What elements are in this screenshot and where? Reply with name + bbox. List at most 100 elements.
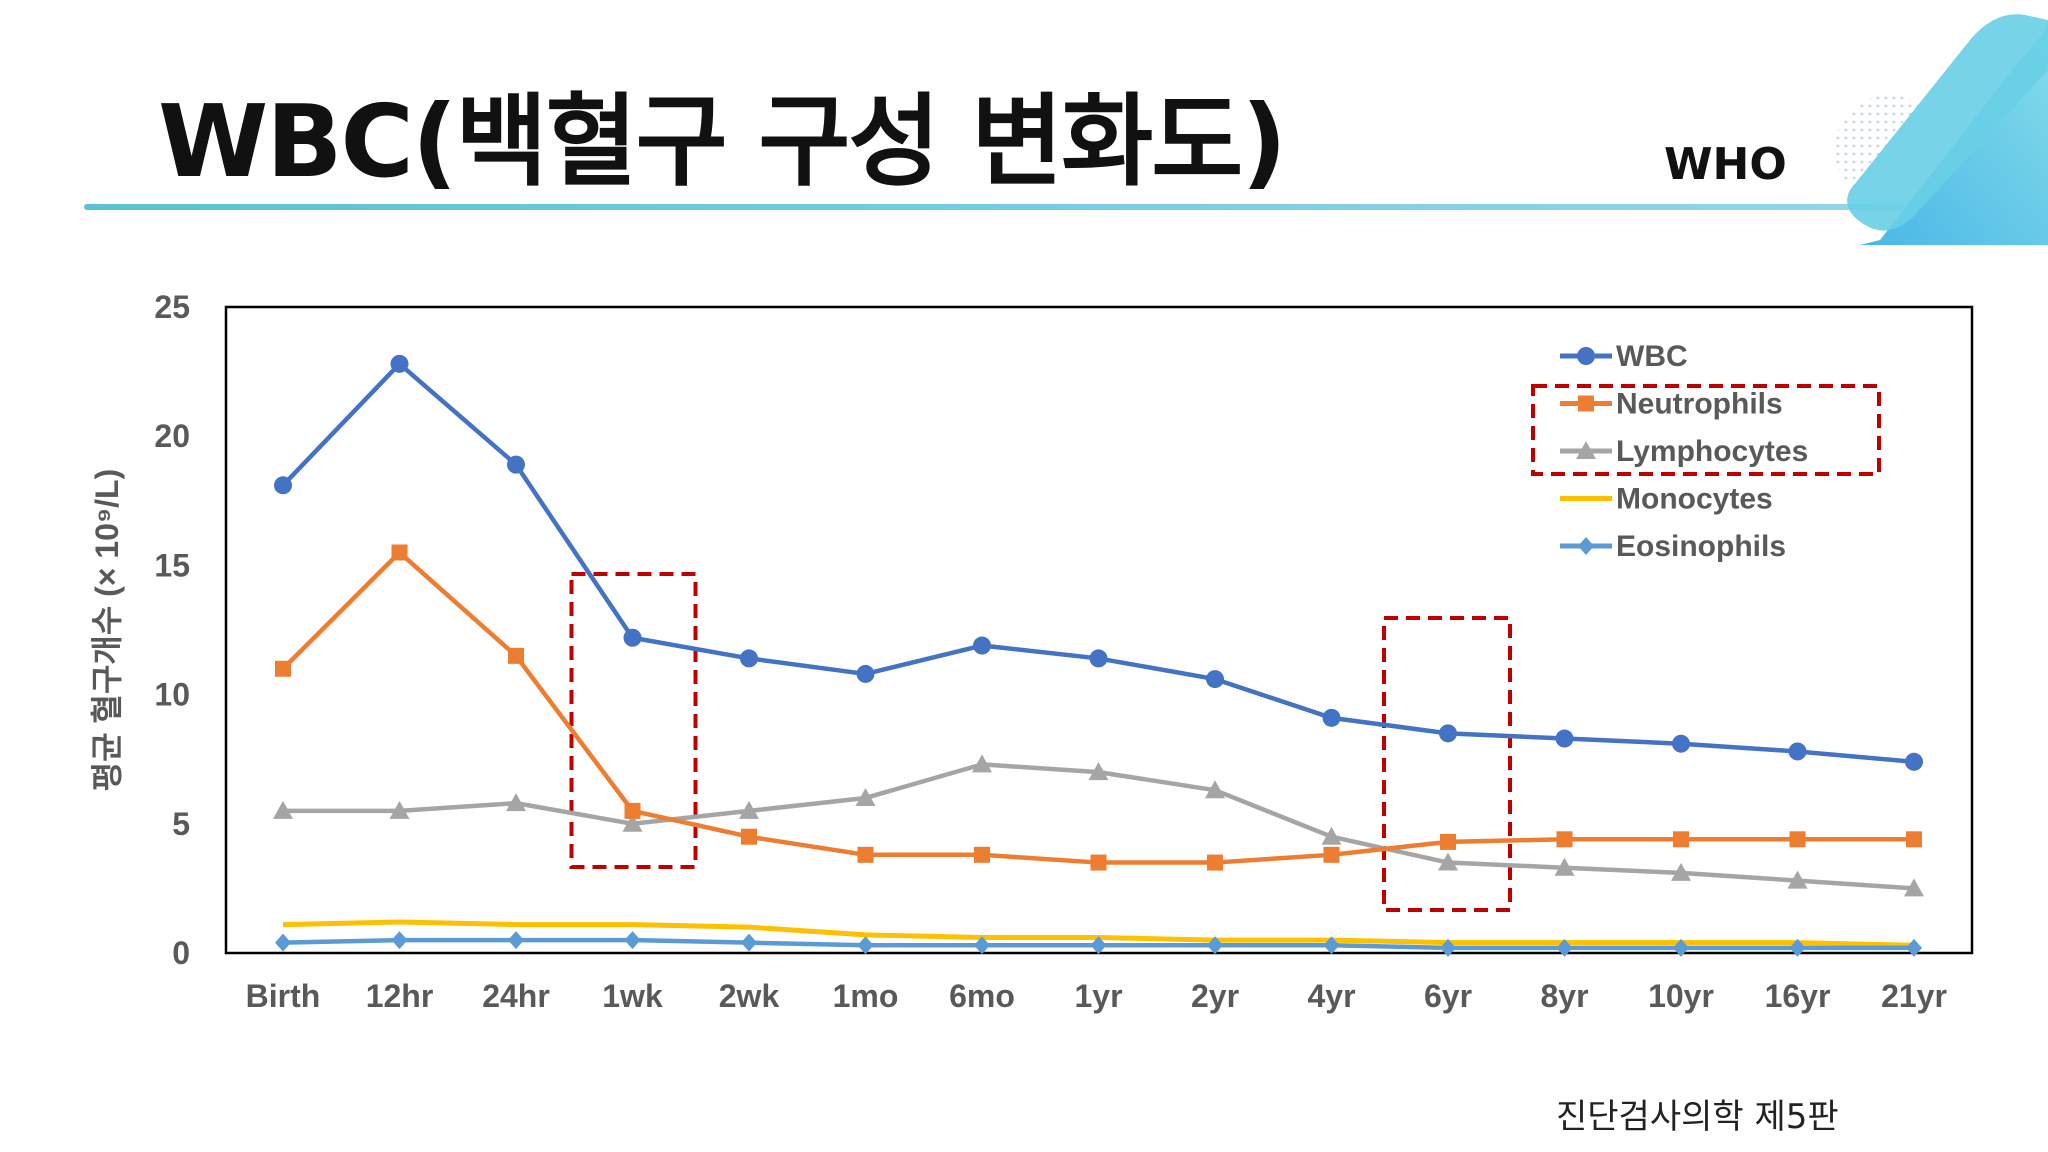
y-tick-label: 5 [172, 806, 190, 842]
x-tick-label: 4yr [1307, 978, 1355, 1014]
x-tick-label: 1mo [833, 978, 899, 1014]
annotation-boxes [569, 572, 1512, 912]
slide-title: WBC(백혈구 구성 변화도) [158, 83, 1287, 200]
data-point-wbc [1555, 729, 1574, 748]
data-point-eosinophils [1673, 938, 1689, 957]
legend-label: Lymphocytes [1616, 435, 1808, 468]
legend-item-lymphocytes: Lymphocytes [1560, 435, 1808, 468]
data-point-eosinophils [508, 931, 524, 950]
x-tick-label: 6yr [1424, 978, 1472, 1014]
data-point-neutrophils [1556, 831, 1573, 848]
data-point-eosinophils [857, 936, 874, 955]
data-point-wbc [973, 636, 991, 655]
legend-marker [1576, 441, 1596, 459]
x-tick-label: 6mo [949, 978, 1015, 1014]
data-point-neutrophils [857, 846, 874, 863]
legend-marker [1577, 347, 1595, 365]
annotation-box-legend [1531, 384, 1881, 476]
data-point-lymphocytes [1088, 762, 1109, 781]
y-axis-label: 평균 혈구개수 (× 10⁹/L) [89, 469, 125, 792]
x-tick-label: 8yr [1540, 978, 1588, 1014]
x-tick-label: 2yr [1191, 978, 1239, 1014]
data-point-neutrophils [1789, 831, 1806, 848]
data-point-wbc [1322, 708, 1341, 727]
series-line-neutrophils [281, 550, 1914, 865]
y-tick-label: 20 [154, 418, 190, 454]
data-point-wbc [623, 628, 642, 647]
x-tick-label: 12hr [366, 978, 434, 1014]
data-point-lymphocytes [622, 813, 643, 832]
x-tick-label: 16yr [1765, 978, 1831, 1014]
legend-item-neutrophils: Neutrophils [1560, 388, 1783, 421]
series-lines [273, 354, 1924, 957]
corner-decoration [1835, 14, 2048, 245]
data-point-wbc [856, 664, 875, 683]
series-neutrophils [275, 544, 1922, 871]
x-tick-label: 1wk [602, 978, 663, 1014]
data-point-wbc [507, 455, 525, 474]
y-tick-label: 10 [154, 677, 190, 713]
data-point-eosinophils [1090, 936, 1107, 955]
data-point-neutrophils [1207, 854, 1223, 871]
data-point-eosinophils [1207, 936, 1223, 955]
y-tick-label: 25 [154, 289, 190, 325]
legend-label: Monocytes [1616, 483, 1773, 516]
data-point-neutrophils [508, 647, 524, 664]
legend-label: Eosinophils [1616, 530, 1786, 563]
series-wbc [274, 354, 1923, 771]
legend-item-wbc: WBC [1560, 340, 1688, 373]
x-axis-ticks: Birth 12hr 24hr 1wk 2wk 1mo 6mo 1yr 2yr 4yr 6yr 8yr… [246, 978, 1947, 1014]
annotation-box-6yr [1382, 616, 1512, 912]
series-lymphocytes [273, 754, 1924, 897]
legend-label: WBC [1616, 340, 1688, 373]
data-point-wbc [1905, 752, 1923, 771]
x-tick-label: 21yr [1881, 978, 1947, 1014]
data-point-neutrophils [275, 660, 291, 677]
chart-legend: WBC Neutrophils Lymphocytes Monocytes Eosino… [1531, 340, 1881, 563]
x-tick-label: 1yr [1074, 978, 1122, 1014]
data-point-lymphocytes [855, 787, 876, 806]
data-point-eosinophils [624, 931, 641, 950]
x-tick-label: 24hr [482, 978, 550, 1014]
data-point-lymphocytes [1438, 852, 1458, 871]
title-underline [84, 204, 1904, 210]
data-point-lymphocytes [1671, 862, 1691, 881]
data-point-wbc [1788, 742, 1807, 761]
data-point-eosinophils [391, 931, 408, 950]
data-point-neutrophils [741, 828, 757, 845]
data-point-lymphocytes [1321, 826, 1342, 845]
x-tick-label: Birth [246, 978, 321, 1014]
data-point-lymphocytes [273, 800, 293, 819]
data-point-neutrophils [1906, 831, 1922, 848]
data-point-neutrophils [974, 846, 990, 863]
data-point-neutrophils [391, 544, 408, 561]
data-point-wbc [740, 649, 758, 668]
data-point-lymphocytes [1205, 780, 1225, 799]
data-point-eosinophils [275, 933, 291, 952]
data-point-eosinophils [1440, 938, 1456, 957]
data-point-neutrophils [624, 802, 641, 819]
data-point-wbc [1672, 734, 1690, 753]
data-point-neutrophils [1090, 854, 1107, 871]
data-point-eosinophils [974, 936, 990, 955]
x-tick-label: 2wk [719, 978, 780, 1014]
source-citation: 진단검사의학 제5판 [1556, 1097, 1839, 1137]
data-point-wbc [390, 354, 409, 373]
data-point-neutrophils [1323, 846, 1340, 863]
data-point-neutrophils [1440, 833, 1456, 850]
data-point-lymphocytes [739, 800, 759, 819]
legend-marker [1578, 537, 1594, 555]
data-point-lymphocytes [1904, 878, 1924, 897]
data-point-wbc [1206, 670, 1224, 689]
annotation-box-1wk [569, 572, 698, 869]
who-label: WHO [1664, 139, 1787, 190]
data-point-lymphocytes [1787, 870, 1808, 889]
series-eosinophils [275, 931, 1922, 957]
data-point-wbc [1089, 649, 1108, 668]
y-tick-label: 0 [172, 935, 190, 971]
data-point-eosinophils [1789, 938, 1806, 957]
data-point-eosinophils [1556, 938, 1573, 957]
data-point-lymphocytes [1554, 857, 1575, 876]
data-point-lymphocytes [506, 793, 526, 812]
